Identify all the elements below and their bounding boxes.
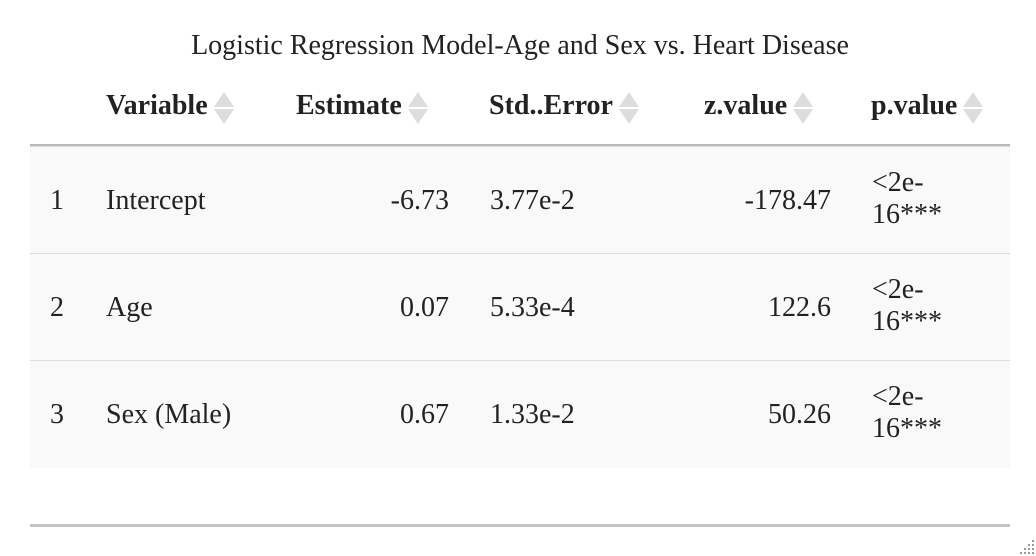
table-row[interactable]: 2 Age 0.07 5.33e-4 122.6 <2e- 16*** — [30, 253, 1010, 361]
p-value-line-1: <2e- — [872, 167, 924, 198]
column-header-label: p.value — [871, 90, 958, 121]
cell-p-value: <2e- 16*** — [872, 381, 982, 445]
column-header-variable[interactable]: Variable — [106, 80, 234, 134]
table-caption: Logistic Regression Model-Age and Sex vs… — [191, 30, 849, 61]
table-row[interactable]: 3 Sex (Male) 0.67 1.33e-2 50.26 <2e- 16*… — [30, 360, 1010, 468]
cell-z-value: 50.26 — [768, 399, 831, 430]
row-index: 1 — [50, 185, 64, 216]
column-header-z-value[interactable]: z.value — [704, 80, 814, 134]
sort-both-icon — [213, 88, 234, 128]
cell-p-value: <2e- 16*** — [872, 167, 982, 231]
cell-estimate: 0.07 — [400, 292, 449, 323]
cell-std-error: 3.77e-2 — [490, 185, 575, 216]
column-header-label: z.value — [704, 90, 788, 121]
cell-estimate: -6.73 — [390, 185, 449, 216]
cell-p-value: <2e- 16*** — [872, 274, 982, 338]
sort-both-icon — [793, 88, 814, 128]
p-value-line-2: 16*** — [872, 306, 942, 337]
column-header-label: Std..Error — [489, 90, 613, 121]
p-value-line-1: <2e- — [872, 381, 924, 412]
p-value-line-2: 16*** — [872, 199, 942, 230]
cell-variable: Sex (Male) — [106, 399, 232, 430]
sort-both-icon — [618, 88, 639, 128]
table-row[interactable]: 1 Intercept -6.73 3.77e-2 -178.47 <2e- 1… — [30, 146, 1010, 254]
resize-grip-icon[interactable] — [1018, 538, 1036, 556]
table-footer-rule — [30, 524, 1010, 527]
cell-z-value: 122.6 — [768, 292, 831, 323]
p-value-line-1: <2e- — [872, 274, 924, 305]
cell-variable: Age — [106, 292, 153, 323]
column-header-estimate[interactable]: Estimate — [296, 80, 428, 134]
sort-both-icon — [407, 88, 428, 128]
cell-std-error: 1.33e-2 — [490, 399, 575, 430]
row-index: 2 — [50, 292, 64, 323]
cell-variable: Intercept — [106, 185, 206, 216]
column-header-std-error[interactable]: Std..Error — [489, 80, 639, 134]
cell-estimate: 0.67 — [400, 399, 449, 430]
column-header-label: Estimate — [296, 90, 402, 121]
sort-both-icon — [963, 88, 984, 128]
column-header-label: Variable — [106, 90, 208, 121]
p-value-line-2: 16*** — [872, 413, 942, 444]
table-header: Variable Estimate Std..Error z.value p.v… — [30, 80, 1010, 146]
cell-z-value: -178.47 — [744, 185, 831, 216]
column-header-p-value[interactable]: p.value — [871, 80, 984, 134]
row-index: 3 — [50, 399, 64, 430]
datatable-widget: Logistic Regression Model-Age and Sex vs… — [30, 0, 1010, 556]
cell-std-error: 5.33e-4 — [490, 292, 575, 323]
